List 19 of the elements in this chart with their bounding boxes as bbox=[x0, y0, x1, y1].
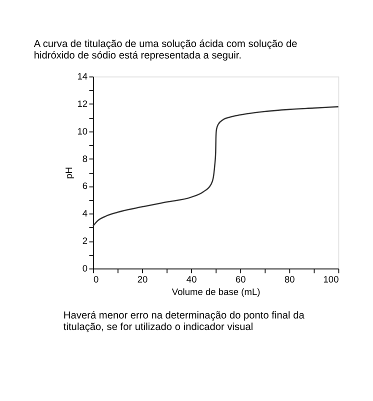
line-series bbox=[92, 106, 339, 227]
y-tick-label: 10 bbox=[77, 126, 88, 136]
x-tick-label: 100 bbox=[323, 274, 339, 284]
x-tick-label: 0 bbox=[93, 274, 99, 284]
x-tick-label: 20 bbox=[137, 274, 148, 284]
y-tick-label: 2 bbox=[82, 236, 88, 246]
y-tick-label: 12 bbox=[77, 98, 88, 109]
y-tick-label: 4 bbox=[82, 208, 88, 219]
y-axis-title: pH bbox=[64, 166, 74, 179]
y-tick-label: 8 bbox=[82, 154, 88, 164]
x-axis-title: Volume de base (mL) bbox=[172, 287, 260, 298]
y-tick-label: 6 bbox=[82, 181, 88, 192]
y-tick-label: 14 bbox=[77, 71, 88, 82]
text: Haverá menor erro na determinação do ponto final da titulação, se for utilizado o indicador visual bbox=[63, 310, 305, 334]
x-tick-label: 40 bbox=[186, 274, 197, 284]
x-tick-label: 80 bbox=[284, 274, 295, 284]
chart-title: A curva de titulação de uma solução ácida com solução de hidróxido de sódio está representada a seguir. bbox=[34, 38, 298, 62]
y-tick-label: 0 bbox=[82, 263, 88, 274]
x-tick-label: 60 bbox=[235, 274, 246, 284]
